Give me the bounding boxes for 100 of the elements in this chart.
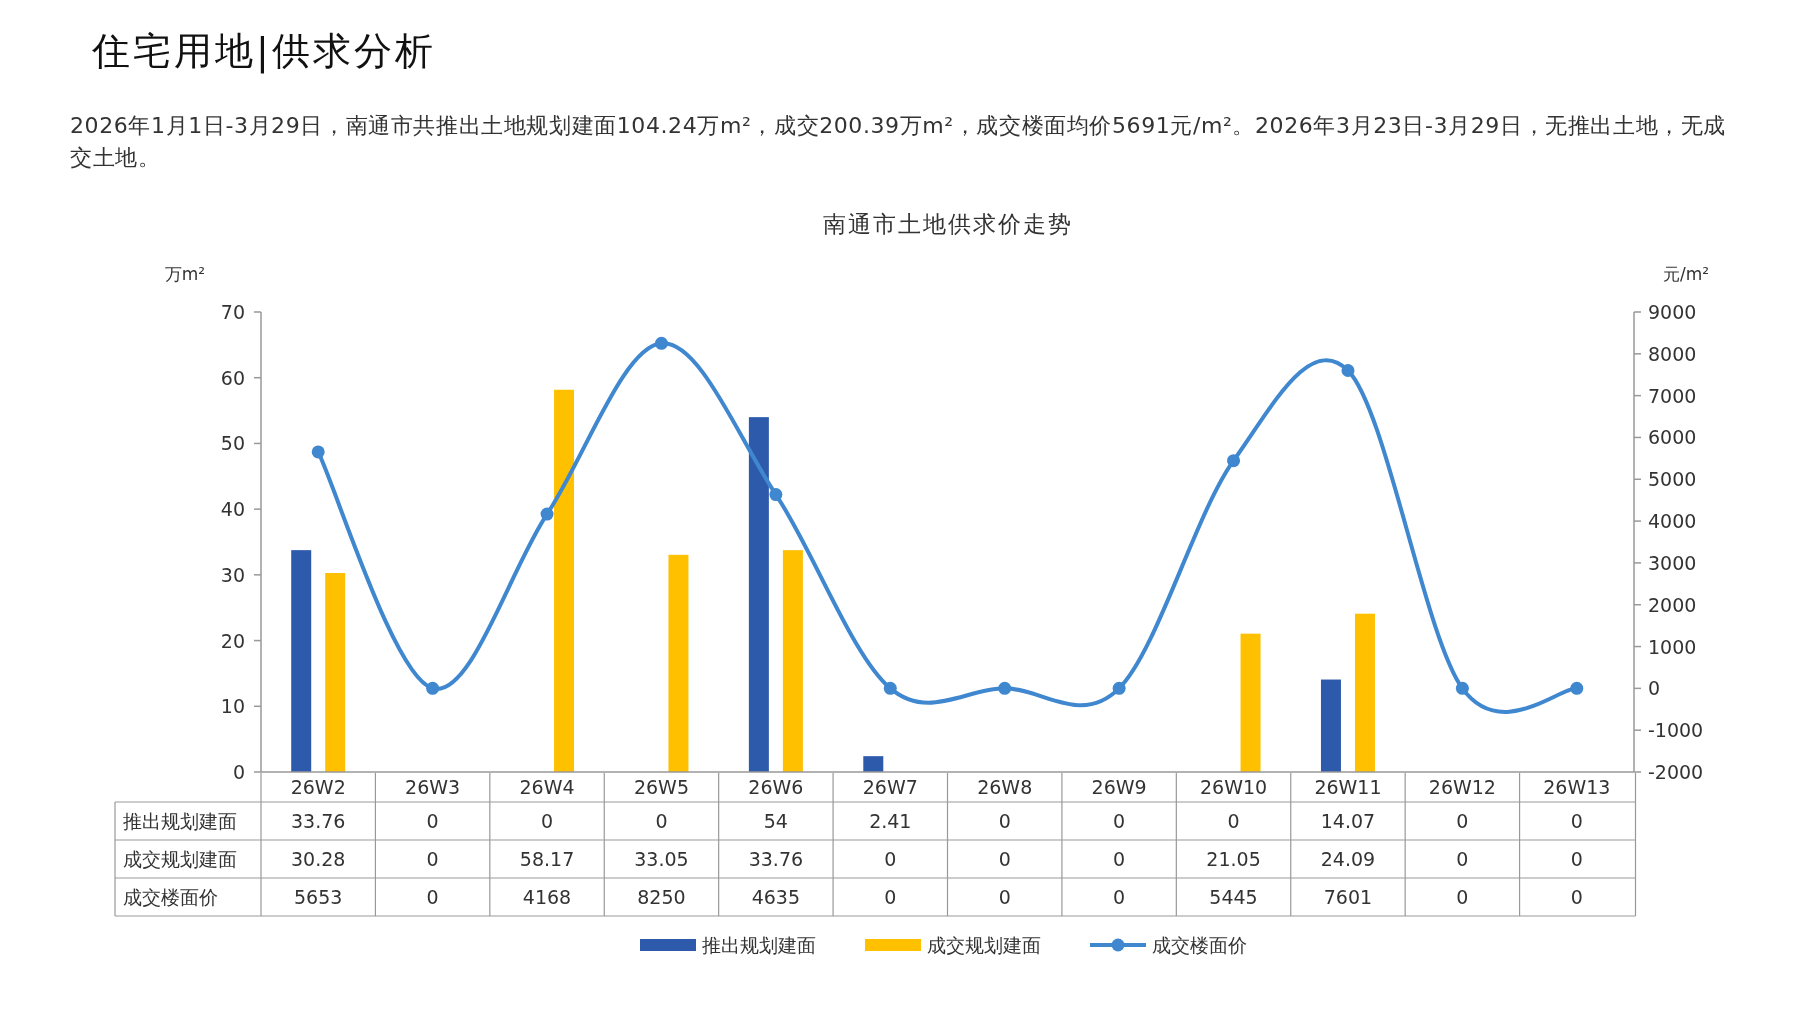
point <box>426 681 440 695</box>
text: 成交规划建面 <box>123 848 237 870</box>
x-tick-label: 26W10 <box>1199 776 1268 798</box>
y2-tick-label: 8000 <box>1648 342 1697 365</box>
data-label: 2.41 <box>869 810 912 832</box>
y-tick-label: 70 <box>220 301 245 323</box>
x-tick-label: 26W6 <box>748 776 804 798</box>
data-label: 0 <box>1113 810 1126 832</box>
bar <box>1320 679 1341 772</box>
data-label: 33.76 <box>291 810 346 832</box>
point <box>654 336 668 350</box>
x-tick-label: 26W5 <box>633 776 689 798</box>
data-label: 0 <box>884 848 897 870</box>
bar <box>668 554 689 772</box>
data-label: 0 <box>426 886 439 908</box>
point <box>1112 681 1126 695</box>
y-tick-label: 10 <box>220 695 245 718</box>
data-label: 4635 <box>751 886 801 908</box>
x-tick-label: 26W12 <box>1428 776 1496 798</box>
y2-tick-label: 3000 <box>1648 551 1697 574</box>
y2-tick-label: 5000 <box>1648 468 1697 491</box>
data-label: 14.07 <box>1320 810 1376 832</box>
data-label: 0 <box>998 886 1011 908</box>
x-tick-label: 26W13 <box>1543 776 1611 798</box>
bar <box>325 573 346 772</box>
bar <box>554 389 575 772</box>
data-label: 5445 <box>1209 886 1258 908</box>
data-label: 0 <box>1456 810 1469 832</box>
point <box>540 507 554 521</box>
y2-tick-label: -2000 <box>1648 761 1704 783</box>
y2-tick-label: 1000 <box>1648 635 1697 658</box>
y2-tick-label: -1000 <box>1648 719 1704 742</box>
data-label: 54 <box>763 810 788 832</box>
y-tick-label: 40 <box>220 498 245 521</box>
bar <box>291 550 312 772</box>
y-tick-label: 50 <box>220 432 245 455</box>
y2-tick-label: 2000 <box>1648 593 1697 616</box>
y2-tick-label: 0 <box>1648 677 1661 700</box>
data-label: 8250 <box>637 886 686 908</box>
data-label: 0 <box>1456 886 1469 908</box>
x-tick-label: 26W9 <box>1091 776 1147 798</box>
data-label: 0 <box>655 810 668 832</box>
x-tick-label: 26W3 <box>405 776 461 798</box>
data-label: 0 <box>998 848 1011 870</box>
data-label: 30.28 <box>291 848 346 870</box>
y2-axis-title: 元/m² <box>1662 264 1710 284</box>
data-label: 0 <box>1227 810 1240 832</box>
x-tick-label: 26W7 <box>862 776 918 798</box>
y2-tick-label: 4000 <box>1648 510 1697 533</box>
bar <box>1240 633 1261 772</box>
text: 住宅用地|供求分析 <box>91 29 436 74</box>
x-tick-label: 26W4 <box>519 776 575 798</box>
y-tick-label: 30 <box>220 563 245 586</box>
point <box>769 488 783 502</box>
text: 2026年1月1日-3月29日，南通市共推出土地规划建面104.24万m²，成交200.39万m²，成交楼面均价5691元/m²。2026年3月23日-3月29日，无推出土地，无成交土地。 <box>70 112 1727 172</box>
data-label: 33.05 <box>634 848 689 870</box>
data-label: 0 <box>1570 886 1583 908</box>
data-label: 0 <box>1570 848 1583 870</box>
bar <box>863 756 884 772</box>
data-label: 0 <box>1113 886 1126 908</box>
bar <box>1354 613 1375 772</box>
data-label: 24.09 <box>1320 848 1376 870</box>
y2-tick-label: 6000 <box>1648 426 1697 449</box>
y-tick-label: 0 <box>232 761 245 783</box>
data-label: 0 <box>884 886 897 908</box>
data-label: 21.05 <box>1206 848 1261 870</box>
data-label: 0 <box>1456 848 1469 870</box>
data-label: 4168 <box>522 886 572 908</box>
data-label: 7601 <box>1323 886 1373 908</box>
x-tick-label: 26W2 <box>290 776 346 798</box>
y2-tick-label: 7000 <box>1648 384 1697 407</box>
text: 推出规划建面 <box>123 810 237 832</box>
legend-label: 推出规划建面 <box>702 934 816 956</box>
point <box>883 681 897 695</box>
data-label: 5653 <box>294 886 343 908</box>
data-label: 58.17 <box>519 848 575 870</box>
point <box>1227 454 1241 468</box>
legend-label: 成交楼面价 <box>1152 934 1247 956</box>
data-label: 0 <box>998 810 1011 832</box>
data-label: 0 <box>1570 810 1583 832</box>
y-axis-title: 万m² <box>164 264 206 284</box>
data-label: 0 <box>1113 848 1126 870</box>
text: 成交楼面价 <box>123 886 218 908</box>
point <box>998 681 1012 695</box>
data-label: 0 <box>540 810 554 832</box>
bar <box>748 417 769 772</box>
point <box>311 445 325 459</box>
y2-tick-label: 9000 <box>1648 301 1697 323</box>
data-label: 0 <box>426 810 439 832</box>
data-label: 0 <box>426 848 439 870</box>
legend-label: 成交规划建面 <box>927 934 1041 956</box>
point <box>1455 681 1469 695</box>
bar <box>782 550 803 772</box>
chart-title: 南通市土地供求价走势 <box>822 211 1073 237</box>
data-label: 33.76 <box>748 848 804 870</box>
x-tick-label: 26W8 <box>977 776 1033 798</box>
y-tick-label: 20 <box>220 629 245 652</box>
point <box>1570 681 1584 695</box>
x-tick-label: 26W11 <box>1314 776 1382 798</box>
y-tick-label: 60 <box>220 366 245 389</box>
